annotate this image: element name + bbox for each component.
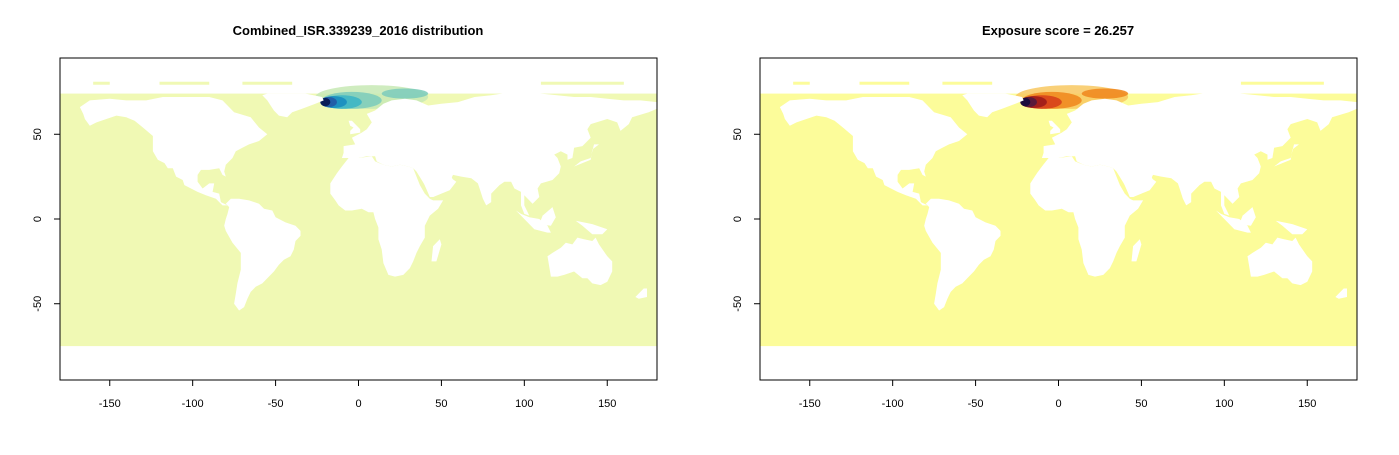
x-tick-label: 100: [515, 398, 533, 410]
landmass-north-america: [779, 97, 968, 206]
landmass-south-america: [924, 198, 1001, 311]
arctic-fragment: [942, 81, 993, 85]
landmass-eurasia-africa: [341, 90, 657, 216]
landmass-uk: [1048, 120, 1061, 135]
x-tick-label: 0: [355, 398, 361, 410]
landmass-africa-south: [330, 156, 444, 277]
landmass-north-america: [79, 97, 268, 206]
landmass-indonesia: [1216, 210, 1251, 233]
landmass-australia: [547, 237, 613, 286]
landmass-madagascar: [431, 239, 442, 262]
arctic-fragment: [859, 81, 910, 85]
landmass-arabia: [416, 166, 455, 197]
left-map-panel: Combined_ISR.339239_2016 distribution -1…: [32, 23, 658, 410]
y-tick-label: -50: [32, 296, 44, 312]
landmass-new-zealand: [1335, 288, 1347, 299]
x-tick-label: 150: [1298, 398, 1316, 410]
landmass-arabia: [1116, 166, 1155, 197]
y-tick-label: 0: [732, 216, 744, 222]
x-tick-label: 50: [1135, 398, 1147, 410]
y-tick-label: 0: [32, 216, 44, 222]
right-map-panel: Exposure score = 26.257 -150 -100 -50 0 50 10…: [700, 0, 1399, 455]
y-tick-label: 50: [32, 128, 44, 140]
x-tick-label: -50: [268, 398, 284, 410]
arctic-fragment: [242, 81, 293, 85]
hotspot-cell: [1081, 88, 1129, 99]
y-tick-label: -50: [732, 296, 744, 312]
landmass-uk: [348, 120, 361, 135]
landmass-greenland: [962, 93, 1024, 118]
landmass-papua: [575, 220, 608, 235]
arctic-fragment: [93, 81, 110, 85]
arctic-fragment: [159, 81, 210, 85]
landmass-eurasia-africa: [1041, 90, 1357, 216]
landmass-madagascar: [1131, 239, 1142, 262]
landmass-borneo: [1239, 207, 1256, 226]
hotspot-cell: [381, 88, 429, 99]
x-tick-label: -150: [99, 398, 121, 410]
landmass-south-america: [224, 198, 301, 311]
x-tick-label: -100: [882, 398, 904, 410]
right-map-title: Exposure score = 26.257: [982, 23, 1134, 38]
landmass-australia: [1247, 237, 1313, 286]
arctic-fragment: [540, 81, 624, 85]
arctic-fragment: [1240, 81, 1324, 85]
arctic-fragment: [793, 81, 810, 85]
landmass-greenland: [262, 93, 324, 118]
x-tick-label: -50: [968, 398, 984, 410]
x-tick-label: 150: [598, 398, 616, 410]
landmass-africa-south: [1030, 156, 1144, 277]
x-tick-label: 50: [435, 398, 447, 410]
x-tick-label: -150: [799, 398, 821, 410]
landmass-new-zealand: [635, 288, 647, 299]
left-map-title: Combined_ISR.339239_2016 distribution: [233, 23, 484, 38]
right-map-chart: Exposure score = 26.257 -150 -100 -50 0 50 10…: [732, 23, 1358, 410]
x-tick-label: 0: [1055, 398, 1061, 410]
left-map-chart: Combined_ISR.339239_2016 distribution -1…: [32, 23, 658, 410]
y-tick-label: 50: [732, 128, 744, 140]
x-tick-label: 100: [1215, 398, 1233, 410]
landmass-borneo: [539, 207, 556, 226]
landmass-indonesia: [516, 210, 551, 233]
x-tick-label: -100: [182, 398, 204, 410]
landmass-papua: [1275, 220, 1308, 235]
